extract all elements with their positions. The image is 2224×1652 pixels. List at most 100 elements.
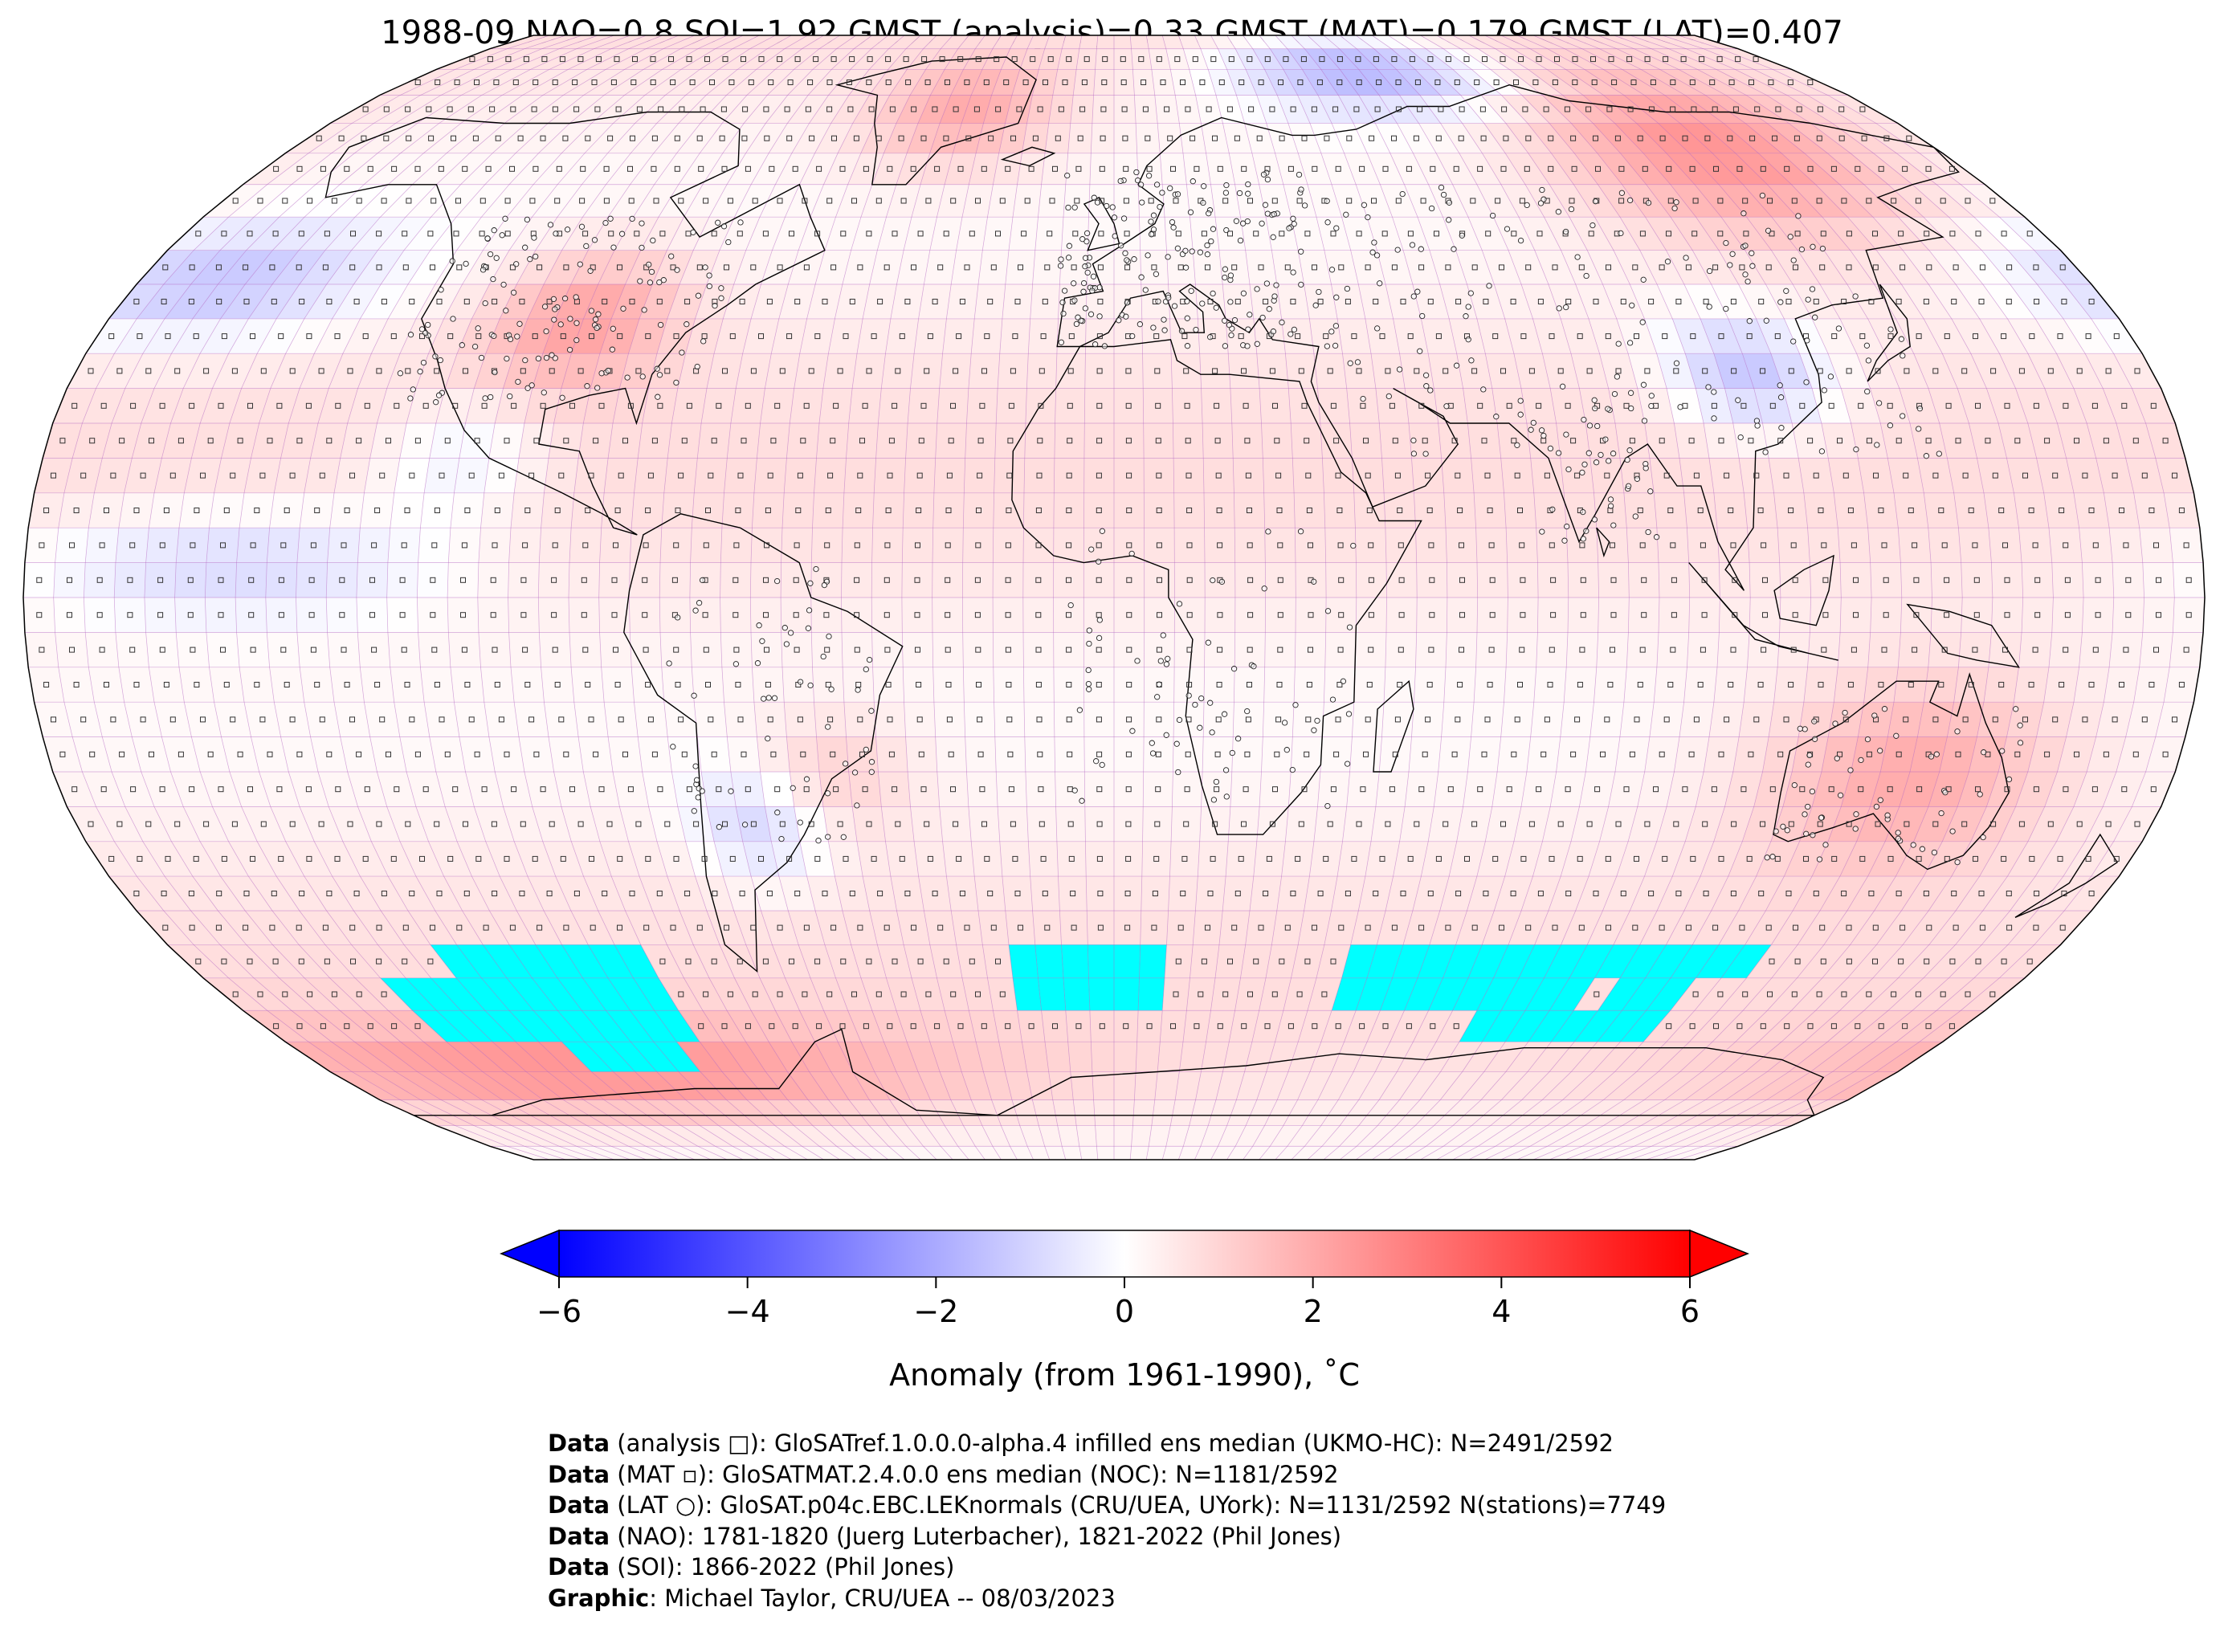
grid-cell — [377, 217, 431, 251]
analysis-marker — [617, 855, 623, 862]
grid-cell — [1475, 632, 1508, 667]
grid-cell — [798, 944, 836, 978]
grid-cell — [1412, 284, 1450, 319]
grid-cell — [1460, 48, 1510, 70]
grid-cell — [1598, 562, 1630, 598]
station-marker — [1204, 242, 1210, 249]
grid-cell — [1494, 876, 1533, 911]
grid-cell — [2133, 492, 2170, 528]
grid-cell — [456, 184, 509, 218]
grid-cell — [1951, 841, 2000, 877]
grid-cell — [1670, 184, 1721, 218]
analysis-marker — [711, 958, 717, 965]
grid-cell — [638, 423, 672, 459]
grid-cell — [243, 1010, 308, 1042]
analysis-marker — [296, 751, 303, 757]
analysis-marker — [1663, 716, 1670, 723]
grid-cell — [1603, 69, 1665, 96]
analysis-marker — [1096, 751, 1103, 757]
grid-cell — [1200, 48, 1227, 70]
analysis-marker — [987, 891, 994, 896]
grid-cell — [982, 217, 1013, 251]
grid-cell — [394, 458, 430, 493]
grid-cell — [1194, 1146, 1218, 1160]
grid-cell — [1114, 702, 1145, 737]
grid-cell — [1420, 1146, 1461, 1160]
station-marker — [679, 349, 685, 356]
analysis-marker — [1042, 891, 1048, 896]
grid-cell — [978, 250, 1009, 284]
analysis-marker — [381, 991, 387, 997]
grid-cell — [408, 911, 457, 945]
analysis-marker — [1222, 991, 1229, 997]
station-marker — [503, 308, 509, 314]
grid-cell — [1404, 35, 1444, 49]
analysis-marker — [645, 682, 651, 687]
grid-cell — [1683, 876, 1728, 911]
grid-cell — [1851, 423, 1888, 459]
grid-cell — [1678, 35, 1738, 49]
grid-cell — [1958, 632, 1992, 667]
grid-cell — [573, 458, 609, 493]
grid-cell — [775, 153, 815, 185]
grid-cell — [43, 736, 83, 772]
grid-cell — [588, 217, 634, 251]
grid-cell — [1636, 123, 1690, 153]
grid-cell — [248, 284, 300, 319]
analysis-marker — [1274, 751, 1280, 757]
grid-cell — [781, 598, 812, 633]
grid-cell — [937, 772, 969, 807]
analysis-marker — [737, 958, 743, 965]
grid-cell — [1521, 772, 1557, 807]
grid-cell — [1412, 876, 1450, 911]
grid-cell — [1571, 353, 1609, 389]
analysis-marker — [522, 647, 528, 653]
grid-cell — [1331, 284, 1365, 319]
analysis-marker — [1962, 716, 1969, 723]
analysis-marker — [1312, 1023, 1318, 1030]
analysis-marker — [1443, 821, 1449, 827]
grid-cell — [857, 841, 891, 877]
grid-cell — [907, 1042, 941, 1072]
grid-cell — [1747, 632, 1780, 667]
grid-cell — [488, 736, 524, 772]
grid-cell — [697, 423, 731, 459]
grid-cell — [742, 318, 779, 354]
grid-cell — [875, 736, 908, 772]
grid-cell — [460, 1071, 523, 1100]
analysis-marker — [1760, 1023, 1766, 1030]
grid-cell — [1634, 48, 1698, 70]
grid-cell — [987, 184, 1018, 218]
grid-cell — [1485, 806, 1521, 842]
grid-cell — [1481, 1071, 1528, 1100]
grid-cell — [667, 217, 709, 251]
grid-cell — [1492, 772, 1527, 807]
grid-cell — [1134, 95, 1158, 124]
grid-cell — [2082, 562, 2114, 598]
analysis-marker — [1335, 1023, 1341, 1030]
analysis-marker — [326, 751, 333, 757]
grid-cell — [1784, 841, 1828, 877]
grid-cell — [1114, 423, 1145, 459]
grid-cell — [569, 562, 600, 598]
grid-cell — [1579, 772, 1615, 807]
grid-cell — [667, 876, 707, 911]
analysis-marker — [1688, 751, 1695, 757]
analysis-marker — [1675, 891, 1682, 896]
grid-cell — [420, 69, 493, 96]
grid-cell — [2008, 911, 2065, 945]
grid-cell — [907, 1125, 941, 1147]
grid-cell — [1594, 667, 1627, 703]
analysis-marker — [1006, 716, 1013, 723]
analysis-marker — [2059, 924, 2066, 931]
grid-cell — [689, 598, 721, 633]
grid-cell — [2116, 736, 2156, 772]
grid-cell — [1738, 876, 1785, 911]
grid-cell — [484, 1010, 539, 1042]
grid-cell — [1041, 1010, 1068, 1042]
grid-cell — [555, 284, 598, 319]
grid-cell — [1405, 388, 1438, 423]
grid-cell — [1141, 841, 1172, 877]
grid-cell — [1969, 423, 2007, 459]
grid-cell — [431, 977, 485, 1011]
